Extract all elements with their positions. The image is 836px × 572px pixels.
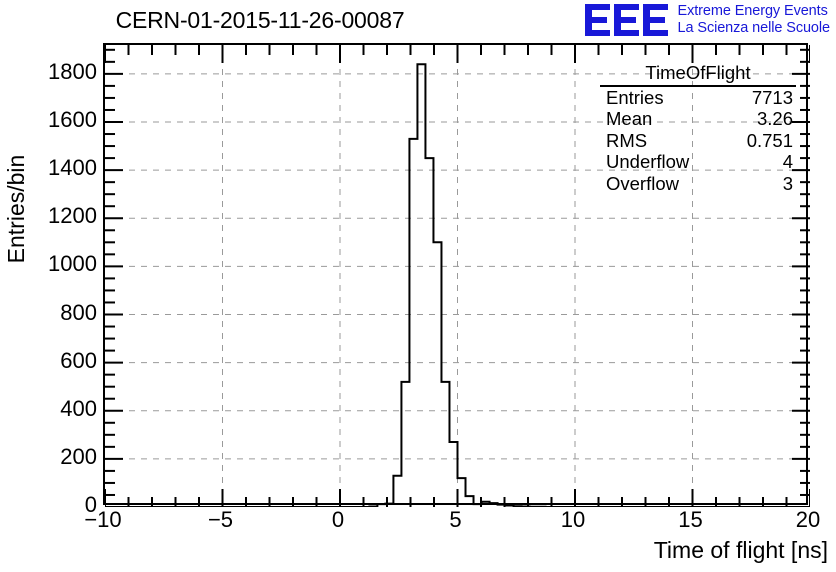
y-tick-label: 1400 [48, 155, 97, 181]
axis-ticks [105, 45, 810, 507]
plot-frame [103, 43, 810, 507]
y-tick-label: 800 [60, 299, 97, 325]
stats-row: RMS 0.751 [600, 130, 796, 152]
stats-value: 7713 [751, 86, 793, 108]
y-axis-tick-labels: 0 200 400 600 800 1000 1200 1400 1600 1800 [0, 0, 97, 572]
x-tick-label: −10 [84, 507, 122, 532]
statistics-box: TimeOfFlight Entries 7713 Mean 3.26 RMS 0.751… [600, 62, 796, 194]
eee-tagline-line2: La Scienza nelle Scuole [677, 20, 831, 36]
stats-value: 3 [782, 172, 793, 194]
x-tick-label: 0 [331, 507, 345, 532]
stats-label: Entries [606, 86, 664, 108]
stats-label: RMS [606, 129, 648, 151]
x-tick-label: 5 [449, 507, 462, 532]
stats-row: Underflow 4 [600, 151, 796, 173]
x-tick-label: −5 [207, 507, 234, 532]
stats-value: 3.26 [756, 108, 793, 129]
eee-logo: Extreme Energy Events La Scienza nelle S… [584, 2, 831, 38]
y-tick-label: 1000 [48, 251, 97, 277]
page-title: CERN-01-2015-11-26-00087 [115, 7, 405, 33]
stats-rows: Entries 7713 Mean 3.26 RMS 0.751 Underflow 4 Ove… [600, 87, 796, 195]
x-tick-label: 10 [560, 507, 586, 532]
x-tick-label: 20 [795, 507, 821, 532]
stats-value: 4 [782, 151, 793, 172]
stats-value: 0.751 [746, 129, 793, 151]
histogram-step-curve [105, 63, 810, 507]
y-tick-label: 1200 [48, 203, 97, 229]
y-tick-label: 1800 [48, 58, 97, 84]
y-axis-title: Entries/bin [3, 154, 29, 264]
eee-logo-text: Extreme Energy Events La Scienza nelle S… [677, 2, 831, 37]
stats-row: Entries 7713 [600, 87, 796, 109]
eee-tagline-line1: Extreme Energy Events [677, 3, 828, 19]
x-tick-label: 15 [678, 507, 703, 532]
stats-row: Overflow 3 [600, 173, 796, 195]
y-tick-label: 200 [60, 443, 97, 469]
stats-row: Mean 3.26 [600, 108, 796, 130]
y-tick-label: 600 [60, 347, 97, 373]
eee-logo-icon [584, 4, 668, 36]
stats-label: Overflow [606, 172, 679, 194]
y-tick-label: 1600 [48, 107, 97, 132]
y-tick-label: 400 [60, 395, 97, 421]
y-tick-label: 0 [84, 492, 97, 517]
histogram-plot [105, 45, 810, 507]
stats-title: TimeOfFlight [600, 62, 796, 87]
stats-label: Underflow [606, 151, 690, 172]
stats-label: Mean [606, 108, 653, 129]
x-axis-title: Time of flight [ns] [653, 537, 828, 563]
